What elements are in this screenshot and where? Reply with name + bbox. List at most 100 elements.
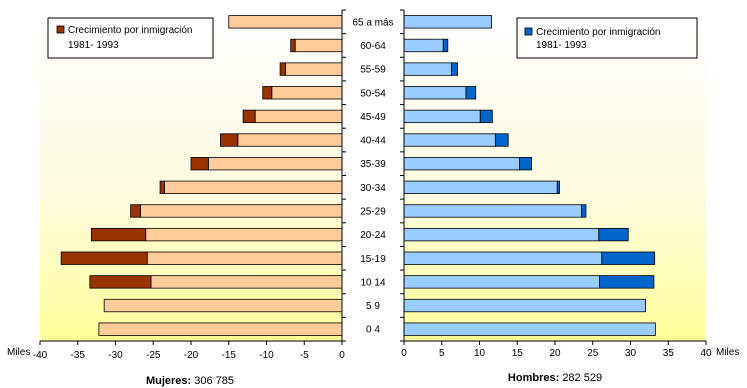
- left-bar-base-7: [164, 180, 343, 194]
- right-bar-immigration-2: [451, 62, 459, 76]
- age-label-2: 55-59: [360, 65, 386, 76]
- left-bar-base-4: [254, 109, 343, 124]
- right-bar-base-9: [403, 227, 600, 242]
- left-bar-immigration-4: [242, 109, 256, 124]
- left-bar-immigration-11: [89, 275, 152, 289]
- right-footer: Hombres: 282 529: [508, 372, 602, 384]
- right-tick-label-5: 25: [587, 348, 599, 359]
- left-bar-immigration-9: [90, 227, 147, 242]
- right-bar-immigration-8: [581, 204, 587, 218]
- age-label-3: 50-54: [360, 88, 386, 99]
- left-tick-label-0: -40: [33, 350, 48, 361]
- right-bar-base-6: [403, 157, 520, 171]
- right-bar-immigration-3: [465, 86, 477, 100]
- right-bar-base-0: [403, 15, 492, 29]
- right-footer-total: 282 529: [562, 372, 602, 384]
- left-tick-label-8: 0: [339, 350, 345, 361]
- left-bar-immigration-7: [159, 180, 165, 194]
- left-legend-label-1: Crecimiento por inmigración: [68, 25, 193, 36]
- left-bar-base-1: [294, 38, 343, 53]
- right-bar-immigration-7: [556, 180, 560, 194]
- left-bar-immigration-6: [190, 157, 209, 171]
- left-bar-immigration-8: [130, 204, 141, 218]
- age-label-0: 65 a más: [352, 17, 393, 28]
- right-bar-base-1: [403, 38, 444, 53]
- left-bar-base-9: [145, 227, 343, 242]
- right-legend-label-1: Crecimiento por inmigración: [536, 27, 661, 38]
- left-plot-area: [40, 10, 342, 341]
- right-bar-base-2: [403, 62, 452, 76]
- right-bar-immigration-4: [479, 109, 493, 124]
- right-bar-immigration-11: [599, 275, 655, 289]
- left-legend-swatch: [56, 25, 65, 34]
- left-footer-total: 306 785: [194, 375, 234, 387]
- right-bar-immigration-5: [494, 133, 509, 147]
- left-bar-immigration-2: [279, 62, 286, 76]
- right-tick-label-2: 10: [474, 348, 486, 359]
- left-unit-label: Miles: [7, 347, 30, 358]
- left-legend: Crecimiento por inmigración 1981- 1993: [47, 17, 214, 59]
- right-plot-area: [404, 10, 706, 341]
- age-label-9: 20-24: [360, 230, 386, 241]
- right-tick-label-4: 20: [549, 348, 561, 359]
- right-tick-label-0: 0: [401, 348, 407, 359]
- left-bar-base-5: [237, 133, 343, 147]
- left-bar-base-12: [103, 298, 343, 313]
- right-bar-base-3: [403, 86, 467, 100]
- left-tick-label-5: -15: [222, 350, 237, 361]
- age-label-13: 0 4: [366, 325, 380, 336]
- axes: [39, 9, 707, 345]
- right-legend-label-2: 1981- 1993: [536, 40, 587, 51]
- left-bar-base-3: [271, 86, 343, 100]
- left-legend-label-2: 1981- 1993: [68, 40, 119, 51]
- right-bar-immigration-9: [598, 227, 629, 242]
- age-label-12: 5 9: [366, 301, 380, 312]
- right-bar-base-4: [403, 109, 481, 124]
- left-bar-base-11: [150, 275, 343, 289]
- age-label-4: 45-49: [360, 112, 386, 123]
- right-legend-swatch: [524, 27, 533, 36]
- age-label-10: 15-19: [360, 254, 386, 265]
- age-labels: 65 a más 60-64 55-59 50-54 45-49 40-44 35-39 30…: [352, 17, 393, 335]
- left-bar-immigration-5: [220, 133, 239, 147]
- left-bar-base-8: [140, 204, 343, 218]
- left-tick-label-4: -20: [184, 350, 199, 361]
- right-footer-label: Hombres:: [508, 372, 559, 384]
- right-tick-labels: 0 5 10 15 20 25 30 35 40: [401, 348, 712, 359]
- left-bar-base-6: [207, 157, 343, 171]
- right-unit-label: Miles: [716, 347, 739, 358]
- right-tick-label-6: 30: [625, 348, 637, 359]
- left-bar-immigration-10: [60, 251, 148, 265]
- right-bar-base-12: [403, 298, 647, 313]
- right-tick-label-1: 5: [439, 348, 445, 359]
- right-bar-base-5: [403, 133, 496, 147]
- right-bar-immigration-6: [519, 157, 532, 171]
- left-tick-label-7: -5: [300, 350, 309, 361]
- left-bars: [60, 15, 343, 336]
- left-tick-labels: -40 -35 -30 -25 -20 -15 -10 -5 0: [33, 350, 345, 361]
- left-bar-immigration-1: [290, 38, 296, 53]
- age-label-11: 10 14: [360, 277, 385, 288]
- age-label-5: 40-44: [360, 136, 386, 147]
- right-bars: [403, 15, 656, 336]
- left-bar-base-13: [98, 322, 343, 336]
- right-legend: Crecimiento por inmigración 1981- 1993: [516, 17, 698, 59]
- right-bar-base-13: [403, 322, 656, 336]
- right-bar-base-7: [403, 180, 558, 194]
- right-bar-base-10: [403, 251, 603, 265]
- left-tick-label-2: -30: [108, 350, 123, 361]
- age-label-7: 30-34: [360, 183, 386, 194]
- left-bar-base-2: [284, 62, 343, 76]
- right-tick-label-3: 15: [512, 348, 524, 359]
- left-footer: Mujeres: 306 785: [146, 375, 234, 387]
- right-bar-immigration-10: [601, 251, 656, 265]
- right-bar-base-11: [403, 275, 600, 289]
- left-tick-label-1: -35: [71, 350, 86, 361]
- age-label-1: 60-64: [360, 41, 386, 52]
- left-tick-label-3: -25: [146, 350, 161, 361]
- age-label-6: 35-39: [360, 159, 386, 170]
- left-footer-label: Mujeres:: [146, 375, 191, 387]
- left-tick-label-6: -10: [259, 350, 274, 361]
- age-label-8: 25-29: [360, 206, 386, 217]
